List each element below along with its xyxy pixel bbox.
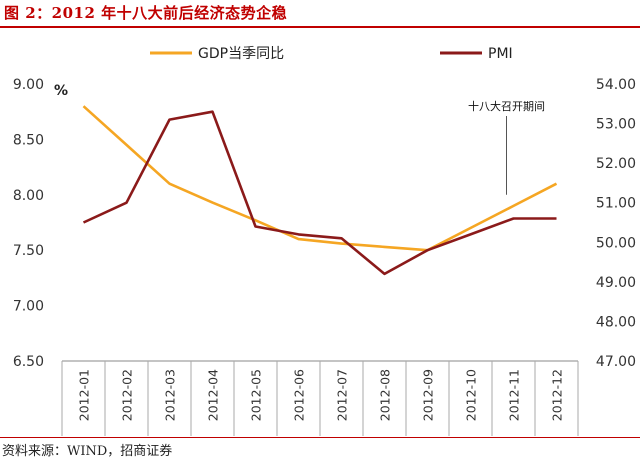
source-note: 资料来源：WIND，招商证券 [2,444,173,459]
left-tick-label: 8.50 [13,132,44,148]
axes [61,360,579,436]
right-tick-label: 49.00 [596,275,636,291]
series-line-pmi [82,110,557,276]
left-axis-unit: % [54,83,68,99]
source-rule [0,437,640,438]
legend: GDP当季同比 PMI [150,46,513,62]
x-tick-label: 2012-02 [120,369,135,421]
x-tick-label: 2012-04 [206,369,221,421]
annotation-label: 十八大召开期间 [468,99,545,113]
right-tick-label: 54.00 [596,77,636,93]
left-tick-label: 8.00 [13,188,44,204]
right-tick-label: 47.00 [596,354,636,370]
x-tick-label: 2012-08 [378,369,393,421]
right-tick-label: 51.00 [596,196,636,212]
x-tick-label: 2012-09 [421,369,436,421]
right-axis-ticks: 47.00 48.00 49.00 50.00 51.00 52.00 53.00 54.00 [596,77,636,370]
right-tick-label: 50.00 [596,235,636,251]
legend-label: GDP当季同比 [198,46,284,62]
x-tick-label: 2012-05 [249,369,264,421]
left-axis-ticks: 6.50 7.00 7.50 8.00 8.50 9.00 [13,77,44,370]
x-tick-label: 2012-12 [550,369,565,421]
left-tick-label: 9.00 [13,77,44,93]
series-line-gdp [82,105,558,252]
right-tick-label: 53.00 [596,117,636,133]
x-tick-label: 2012-07 [335,369,350,421]
series-lines [82,105,558,276]
left-tick-label: 7.00 [13,299,44,315]
right-tick-label: 52.00 [596,156,636,172]
x-tick-label: 2012-01 [77,369,92,421]
annotation: 十八大召开期间 [468,99,545,195]
x-tick-label: 2012-06 [292,369,307,421]
x-tick-label: 2012-11 [507,369,522,421]
title-rule [0,26,640,28]
x-tick-label: 2012-03 [163,369,178,421]
right-tick-label: 48.00 [596,314,636,330]
x-tick-label: 2012-10 [464,369,479,421]
x-axis-ticks: 2012-01 2012-02 2012-03 2012-04 2012-05 2012-… [77,369,565,421]
legend-label: PMI [488,46,513,62]
left-tick-label: 6.50 [13,354,44,370]
left-tick-label: 7.50 [13,243,44,259]
chart-title: 图 2：2012 年十八大前后经济态势企稳 [4,4,288,22]
